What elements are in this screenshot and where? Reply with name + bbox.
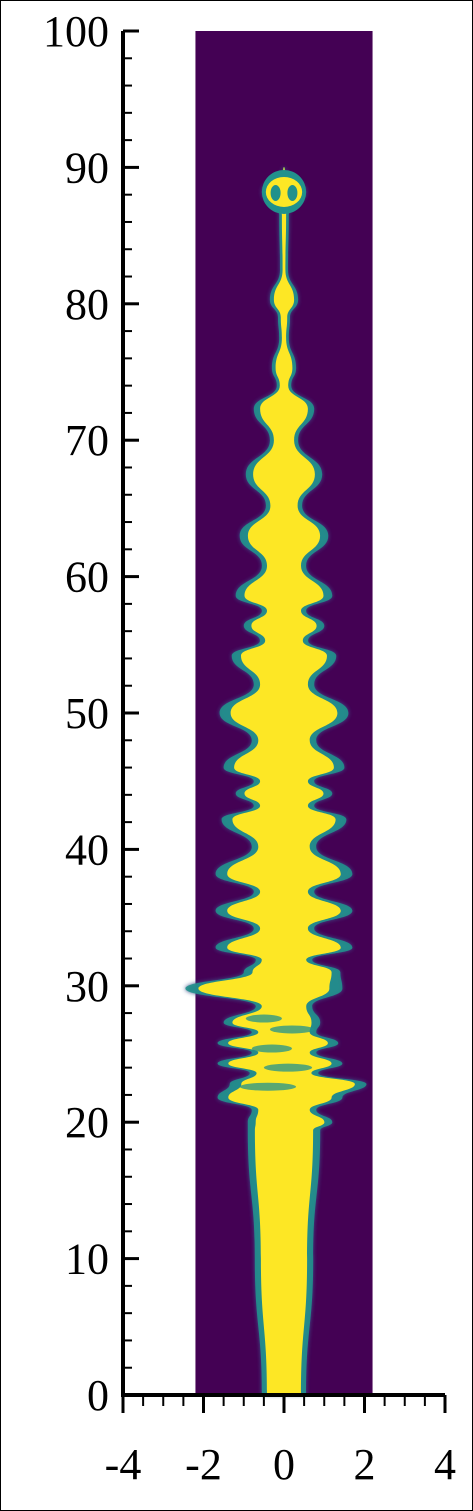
- jet-plume: [185, 167, 367, 1395]
- turbulent-streak: [263, 1063, 313, 1072]
- y-tick-label: 90: [65, 143, 109, 192]
- y-tick-label: 100: [43, 7, 109, 56]
- x-tick-label: 4: [434, 1440, 456, 1489]
- turbulent-streak: [269, 1025, 315, 1034]
- x-axis-ticks: -4 -2 0 2 4: [105, 1395, 456, 1489]
- y-axis-ticks: 0 10 20 30 40 50 60 70 80 90 100: [43, 7, 139, 1420]
- y-tick-label: 0: [87, 1371, 109, 1420]
- turbulent-streak: [245, 1014, 282, 1023]
- turbulent-streak: [251, 1044, 293, 1053]
- y-tick-label: 20: [65, 1098, 109, 1147]
- jet-head-vortex-left: [270, 184, 281, 201]
- jet-core: [198, 167, 355, 1395]
- axes: 0 10 20 30 40 50 60 70 80 90 100 -4 -2 0 2 4: [43, 7, 456, 1489]
- jet-head-vortex-right: [287, 184, 298, 201]
- x-tick-label: -4: [105, 1440, 142, 1489]
- y-tick-label: 80: [65, 280, 109, 329]
- x-tick-label: -2: [185, 1440, 222, 1489]
- turbulent-streak: [239, 1082, 297, 1091]
- y-tick-label: 50: [65, 689, 109, 738]
- y-tick-label: 40: [65, 825, 109, 874]
- x-tick-label: 0: [273, 1440, 295, 1489]
- y-tick-label: 60: [65, 553, 109, 602]
- y-tick-label: 10: [65, 1235, 109, 1284]
- y-tick-label: 70: [65, 416, 109, 465]
- x-tick-label: 2: [354, 1440, 376, 1489]
- y-tick-label: 30: [65, 962, 109, 1011]
